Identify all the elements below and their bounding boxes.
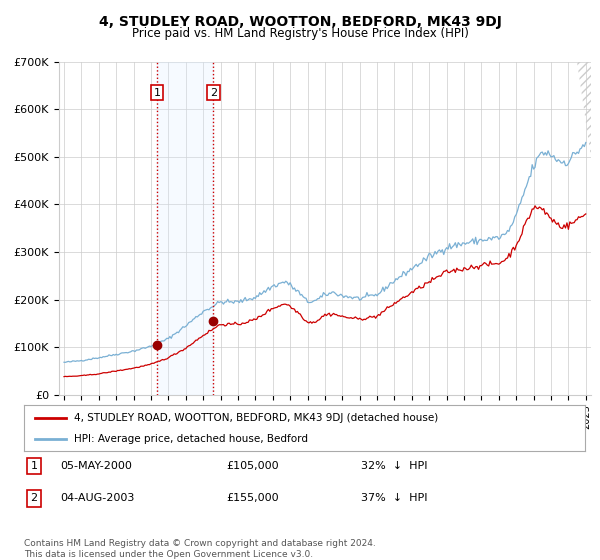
Text: 4, STUDLEY ROAD, WOOTTON, BEDFORD, MK43 9DJ: 4, STUDLEY ROAD, WOOTTON, BEDFORD, MK43 … [98, 15, 502, 29]
Text: 04-AUG-2003: 04-AUG-2003 [61, 493, 135, 503]
Text: HPI: Average price, detached house, Bedford: HPI: Average price, detached house, Bedf… [74, 435, 308, 444]
Text: 32%  ↓  HPI: 32% ↓ HPI [361, 461, 427, 472]
Text: 2: 2 [31, 493, 38, 503]
Text: £155,000: £155,000 [226, 493, 278, 503]
Text: 1: 1 [154, 87, 161, 97]
Text: 37%  ↓  HPI: 37% ↓ HPI [361, 493, 427, 503]
Text: £105,000: £105,000 [226, 461, 278, 472]
Text: Price paid vs. HM Land Registry's House Price Index (HPI): Price paid vs. HM Land Registry's House … [131, 27, 469, 40]
Text: 05-MAY-2000: 05-MAY-2000 [61, 461, 133, 472]
Text: 2: 2 [210, 87, 217, 97]
Text: 1: 1 [31, 461, 38, 472]
Text: Contains HM Land Registry data © Crown copyright and database right 2024.
This d: Contains HM Land Registry data © Crown c… [24, 539, 376, 559]
Bar [157, 62, 214, 395]
Text: 4, STUDLEY ROAD, WOOTTON, BEDFORD, MK43 9DJ (detached house): 4, STUDLEY ROAD, WOOTTON, BEDFORD, MK43 … [74, 413, 439, 423]
